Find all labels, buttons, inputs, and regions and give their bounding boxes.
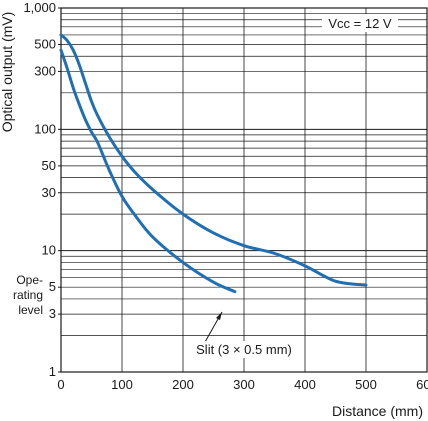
x-tick-labels: 0 100 200 300 400 500 600 — [57, 377, 428, 392]
y-tick-label-1: 3 — [49, 306, 56, 321]
x-tick-label-5: 500 — [355, 377, 377, 392]
series-line-1 — [59, 48, 237, 294]
y-tick-label-4: 30 — [42, 185, 56, 200]
y-tick-label-5: 50 — [42, 158, 56, 173]
y-tick-labels: 1 3 5 10 30 50 100 300 500 1,000 — [23, 0, 61, 379]
y-tick-label-6: 100 — [34, 121, 56, 136]
y-tick-label-9: 1,000 — [23, 0, 56, 15]
operating-level-label-3: level — [18, 303, 43, 317]
vcc-label-box — [322, 14, 398, 32]
x-tick-label-1: 100 — [111, 377, 133, 392]
series-layer — [59, 33, 368, 294]
y-tick-label-0: 1 — [49, 364, 56, 379]
y-axis-title: Optical output (mV) — [0, 12, 15, 133]
x-tick-label-4: 400 — [294, 377, 316, 392]
vcc-label: Vcc = 12 V — [328, 16, 392, 31]
y-tick-label-2: 5 — [49, 279, 56, 294]
x-tick-label-2: 200 — [172, 377, 194, 392]
x-tick-label-3: 300 — [233, 377, 255, 392]
operating-level-label-2: rating — [13, 288, 43, 302]
y-tick-label-3: 10 — [42, 243, 56, 258]
operating-level-label-1: Ope- — [16, 273, 43, 287]
slit-arrow-head — [216, 312, 222, 320]
slit-label-box — [184, 341, 300, 358]
series-line-0 — [59, 33, 368, 287]
y-tick-label-7: 300 — [34, 63, 56, 78]
grid — [60, 7, 428, 373]
x-tick-label-0: 0 — [57, 377, 64, 392]
y-tick-label-8: 500 — [34, 37, 56, 52]
slit-label: Slit (3 × 0.5 mm) — [196, 342, 292, 357]
x-tick-label-6: 600 — [416, 377, 428, 392]
x-axis-title: Distance (mm) — [332, 403, 423, 419]
